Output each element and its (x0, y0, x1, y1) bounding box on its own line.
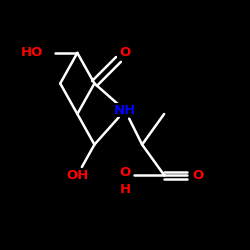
Text: OH: OH (66, 168, 88, 181)
Text: HO: HO (21, 46, 43, 60)
Text: H: H (120, 183, 130, 196)
Text: O: O (120, 166, 130, 179)
Text: O: O (120, 46, 130, 60)
Text: NH: NH (114, 104, 136, 117)
Text: O: O (193, 168, 204, 181)
